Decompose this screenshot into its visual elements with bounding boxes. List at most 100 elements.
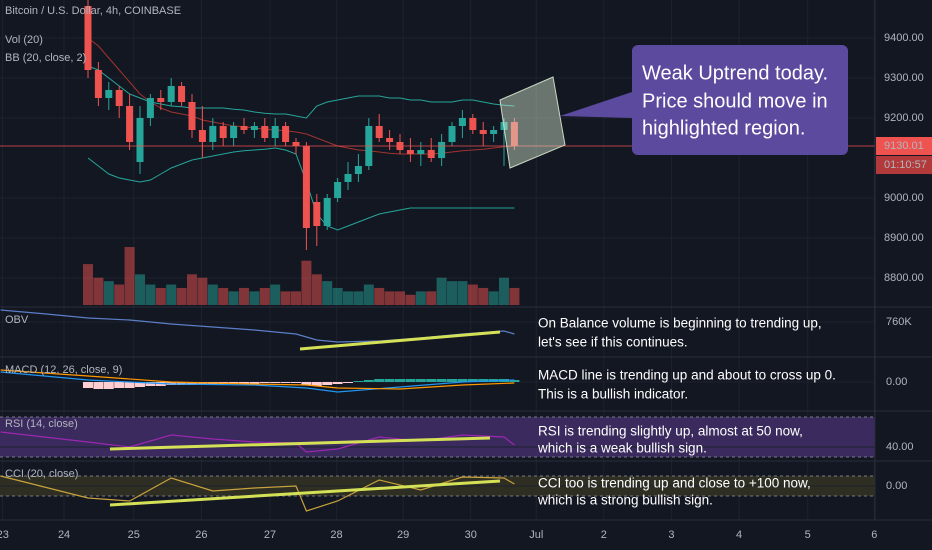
volume-bar — [134, 274, 145, 305]
callout-text: Price should move in — [642, 90, 828, 112]
candle-body — [188, 102, 196, 130]
marks — [0, 0, 875, 512]
candle-body — [105, 90, 113, 98]
x-tick-label: 2 — [601, 529, 607, 541]
histogram-bar — [415, 379, 426, 382]
trend-line — [109, 479, 501, 507]
histogram-bar — [447, 379, 458, 382]
candle-body — [178, 86, 186, 102]
pane-label: OBV — [5, 314, 29, 326]
x-tick-label: 28 — [330, 529, 342, 541]
candle-body — [261, 126, 269, 138]
candle-body — [292, 142, 300, 146]
callout-text: Weak Uptrend today. — [642, 62, 828, 84]
y-tick-label: 0.00 — [886, 376, 907, 388]
volume-bar — [124, 247, 135, 305]
histogram-bar — [145, 382, 156, 386]
annotation: MACD line is trending up and about to cr… — [538, 368, 836, 383]
histogram-bar — [322, 382, 333, 385]
histogram-bar — [353, 381, 364, 382]
volume-bar — [415, 291, 426, 305]
countdown-text: 01:10:57 — [884, 159, 927, 171]
candle-body — [198, 130, 206, 142]
pane-label: RSI (14, close) — [5, 418, 78, 430]
price-badge-text: 9130.01 — [884, 140, 924, 152]
y-tick-label: 40.00 — [886, 441, 914, 453]
volume-bar — [238, 287, 249, 305]
candle-body — [126, 106, 134, 142]
volume-bar — [207, 284, 218, 305]
trend-line — [299, 330, 501, 351]
candle-body — [84, 6, 92, 70]
volume-bar — [322, 281, 333, 305]
x-tick-label: 5 — [805, 529, 811, 541]
volume-bar — [405, 294, 416, 305]
chart-title: Bitcoin / U.S. Dollar, 4h, COINBASE — [5, 5, 181, 17]
annotation: let's see if this continues. — [538, 335, 688, 350]
histogram-bar — [176, 382, 187, 385]
volume-bar — [426, 291, 437, 305]
annotation: which is a weak bullish sign. — [537, 441, 707, 456]
histogram-bar — [426, 379, 437, 382]
candle-body — [448, 126, 456, 142]
histogram-bar — [395, 379, 406, 382]
volume-bar — [166, 284, 177, 305]
candle-body — [354, 166, 362, 174]
legend-item: BB (20, close, 2) — [5, 52, 86, 64]
pane-label: CCI (20, close) — [5, 468, 78, 480]
histogram-bar — [405, 379, 416, 382]
volume-bar — [509, 287, 520, 305]
histogram-bar — [124, 382, 135, 388]
x-tick-label: 27 — [264, 529, 276, 541]
candle-body — [469, 118, 477, 130]
volume-bar — [436, 277, 447, 305]
band-fill — [0, 417, 875, 457]
candle-body — [282, 126, 290, 142]
volume-bar — [93, 277, 104, 305]
histogram-bar — [197, 382, 208, 385]
volume-bar — [395, 291, 406, 305]
histogram-bar — [134, 382, 145, 387]
histogram-bar — [311, 382, 322, 386]
annotation: CCI too is trending up and close to +100… — [538, 476, 811, 491]
volume-bar — [103, 281, 114, 305]
volume-bar — [467, 284, 478, 305]
volume-bar — [363, 284, 374, 305]
callout-pointer — [560, 92, 632, 118]
candle-body — [230, 126, 238, 138]
histogram-bar — [384, 379, 395, 382]
histogram-bar — [509, 380, 520, 382]
histogram-bar — [93, 382, 104, 389]
x-tick-label: 30 — [465, 529, 477, 541]
candle-body — [209, 126, 217, 142]
annotation: This is a bullish indicator. — [538, 387, 688, 402]
x-tick-label: 25 — [128, 529, 140, 541]
y-tick-label: 760K — [886, 316, 912, 328]
candle-body — [458, 118, 466, 126]
highlight-region — [499, 76, 566, 169]
histogram-bar — [478, 379, 489, 382]
histogram-bar — [249, 382, 260, 384]
volume-bar — [332, 287, 343, 305]
histogram-bar — [238, 382, 249, 384]
pane-label: MACD (12, 26, close, 9) — [5, 364, 122, 376]
volume-bar — [218, 287, 229, 305]
price-badge — [876, 136, 932, 155]
histogram-bar — [270, 382, 281, 383]
y-tick-label: 8800.00 — [884, 272, 924, 284]
volume-bar — [343, 291, 354, 305]
y-tick-label: 9000.00 — [884, 192, 924, 204]
indicator-line — [0, 475, 515, 512]
volume-bar — [259, 287, 270, 305]
histogram-bar — [436, 379, 447, 382]
indicator-line — [0, 369, 515, 390]
candle-body — [323, 198, 331, 226]
histogram-bar — [114, 382, 125, 388]
candle-body — [271, 126, 279, 138]
countdown-badge — [876, 155, 932, 174]
candle-body — [427, 150, 435, 158]
histogram-bar — [82, 382, 93, 388]
candle-body — [167, 86, 175, 102]
candle-body — [438, 142, 446, 158]
